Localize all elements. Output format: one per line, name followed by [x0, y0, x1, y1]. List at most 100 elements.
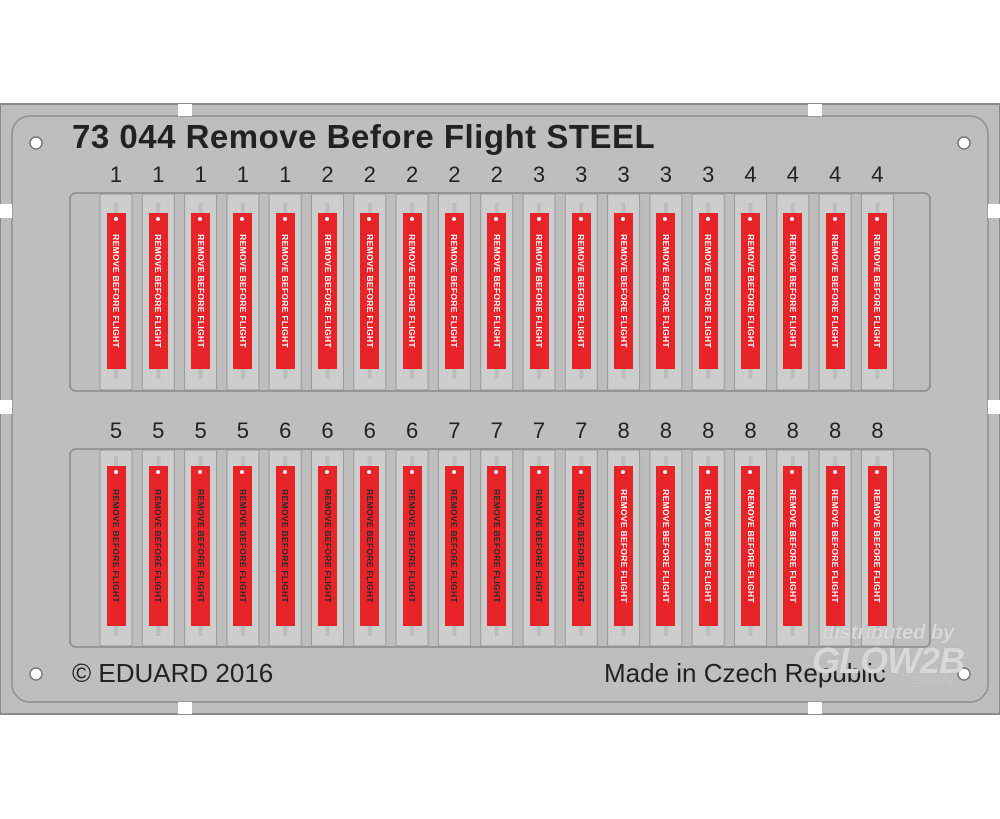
tag-text: REMOVE BEFORE FLIGHT — [745, 234, 756, 348]
tag-text: REMOVE BEFORE FLIGHT — [830, 489, 841, 603]
remove-before-flight-tag: REMOVE BEFORE FLIGHT — [656, 466, 676, 626]
attachment-tab — [748, 456, 753, 466]
remove-before-flight-tag: REMOVE BEFORE FLIGHT — [402, 213, 422, 369]
tag-text: REMOVE BEFORE FLIGHT — [280, 234, 291, 348]
part-number: 3 — [659, 162, 673, 187]
attachment-tab — [156, 626, 161, 636]
remove-before-flight-tag: REMOVE BEFORE FLIGHT — [783, 466, 803, 626]
part-number: 5 — [194, 418, 207, 443]
attachment-tab — [706, 456, 711, 466]
remove-before-flight-tag: REMOVE BEFORE FLIGHT — [656, 213, 676, 369]
tag-text: REMOVE BEFORE FLIGHT — [872, 234, 883, 348]
remove-before-flight-tag: REMOVE BEFORE FLIGHT — [148, 466, 168, 626]
tag-text: REMOVE BEFORE FLIGHT — [153, 234, 164, 348]
remove-before-flight-tag: REMOVE BEFORE FLIGHT — [529, 466, 549, 626]
part-number: 5 — [152, 418, 165, 443]
tag-eyelet — [367, 470, 372, 474]
attachment-tab — [579, 456, 584, 466]
attachment-tab — [833, 203, 838, 213]
attachment-tab — [537, 626, 541, 636]
attachment-tab — [706, 369, 711, 379]
part-number: 1 — [152, 162, 165, 187]
attachment-tab — [325, 369, 330, 379]
mounting-hole — [29, 136, 43, 150]
tag-eyelet — [790, 470, 795, 474]
attachment-tab — [706, 203, 711, 213]
tag-eyelet — [536, 217, 541, 221]
part-number: 8 — [871, 418, 884, 443]
attachment-tab — [452, 369, 457, 379]
remove-before-flight-tag: REMOVE BEFORE FLIGHT — [106, 213, 126, 369]
remove-before-flight-tag: REMOVE BEFORE FLIGHT — [529, 213, 549, 369]
remove-before-flight-tag: REMOVE BEFORE FLIGHT — [148, 213, 168, 369]
tag-text: REMOVE BEFORE FLIGHT — [195, 234, 206, 348]
attachment-tab — [833, 456, 838, 466]
tag-eyelet — [240, 217, 245, 221]
remove-before-flight-tag: REMOVE BEFORE FLIGHT — [741, 213, 760, 369]
attachment-tab — [283, 626, 288, 636]
tag-text: REMOVE BEFORE FLIGHT — [660, 489, 671, 603]
remove-before-flight-tag: REMOVE BEFORE FLIGHT — [614, 466, 634, 626]
tag-text: REMOVE BEFORE FLIGHT — [618, 489, 629, 603]
attachment-tab — [410, 456, 415, 466]
mounting-hole — [957, 667, 971, 681]
part-number: 1 — [194, 162, 207, 187]
attachment-tab — [325, 626, 330, 636]
remove-before-flight-tag: REMOVE BEFORE FLIGHT — [487, 466, 507, 626]
part-number: 1 — [236, 162, 250, 187]
part-number: 2 — [405, 162, 419, 187]
remove-before-flight-tag: REMOVE BEFORE FLIGHT — [233, 466, 253, 626]
remove-before-flight-tag: REMOVE BEFORE FLIGHT — [106, 466, 126, 626]
part-number: 7 — [490, 418, 503, 443]
tag-text: REMOVE BEFORE FLIGHT — [830, 234, 841, 348]
mounting-hole — [957, 136, 971, 150]
tag-text: REMOVE BEFORE FLIGHT — [153, 489, 164, 603]
part-number: 4 — [786, 162, 799, 187]
remove-before-flight-tag: REMOVE BEFORE FLIGHT — [444, 213, 464, 369]
tag-eyelet — [494, 217, 499, 221]
part-number: 7 — [575, 418, 588, 443]
tag-eyelet — [282, 217, 287, 221]
part-number: 7 — [448, 418, 461, 443]
tag-eyelet — [113, 217, 118, 221]
tag-eyelet — [325, 470, 329, 474]
part-number: 7 — [532, 418, 546, 443]
tag-eyelet — [451, 217, 456, 221]
tag-eyelet — [240, 470, 245, 474]
attachment-tab — [790, 203, 795, 213]
tag-text: REMOVE BEFORE FLIGHT — [322, 234, 333, 348]
distributor-line: distributed by — [822, 622, 955, 644]
part-number: 8 — [659, 418, 673, 443]
part-number: 6 — [405, 418, 419, 443]
part-number: 2 — [321, 162, 334, 187]
part-number: 4 — [828, 162, 842, 187]
remove-before-flight-tag: REMOVE BEFORE FLIGHT — [318, 466, 337, 626]
tag-eyelet — [198, 470, 203, 474]
attachment-tab — [367, 456, 372, 466]
part-number: 3 — [575, 162, 588, 187]
remove-before-flight-tag: REMOVE BEFORE FLIGHT — [275, 466, 295, 626]
tag-eyelet — [748, 470, 752, 474]
remove-before-flight-tag: REMOVE BEFORE FLIGHT — [825, 466, 845, 626]
attachment-tab — [875, 626, 880, 636]
distributor-logo: GLOW2B — [812, 640, 965, 681]
tag-eyelet — [155, 470, 160, 474]
attachment-tab — [283, 456, 288, 466]
tag-eyelet — [113, 470, 118, 474]
tag-text: REMOVE BEFORE FLIGHT — [534, 489, 544, 603]
attachment-tab — [621, 203, 626, 213]
tag-text: REMOVE BEFORE FLIGHT — [111, 234, 121, 348]
attachment-tab — [114, 456, 118, 466]
attachment-tab — [452, 626, 457, 636]
tag-text: REMOVE BEFORE FLIGHT — [407, 489, 418, 603]
part-number: 2 — [448, 162, 461, 187]
attachment-tab — [833, 369, 838, 379]
attachment-tab — [748, 369, 753, 379]
remove-before-flight-tag: REMOVE BEFORE FLIGHT — [867, 213, 887, 369]
attachment-tab — [790, 626, 795, 636]
attachment-tab — [494, 626, 499, 636]
attachment-tab — [537, 369, 541, 379]
attachment-tab — [114, 369, 118, 379]
part-number: 1 — [109, 162, 123, 187]
attachment-tab — [283, 369, 288, 379]
